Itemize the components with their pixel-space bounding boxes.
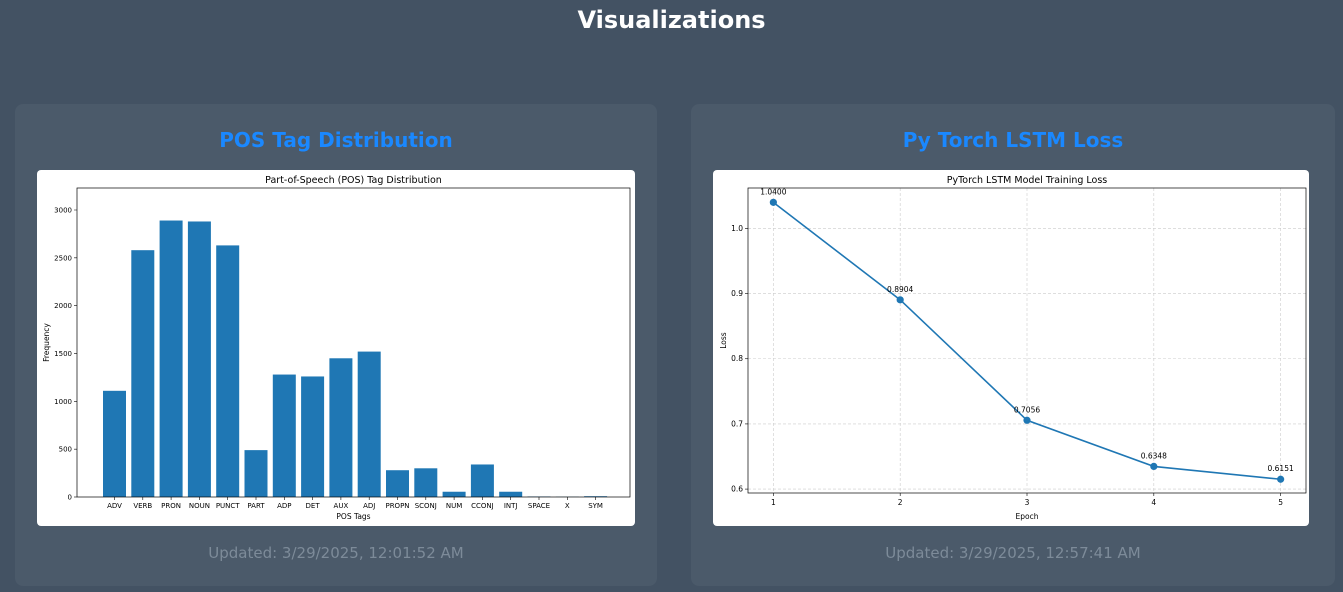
loss-x-tick-label: 5 — [1278, 498, 1283, 507]
pos-x-tick-label-part: PART — [247, 502, 265, 510]
pos-x-tick-label-x: X — [565, 502, 570, 510]
loss-y-tick-label: 1.0 — [731, 224, 743, 233]
loss-x-tick-label: 4 — [1151, 498, 1156, 507]
pos-x-tick-label-cconj: CCONJ — [471, 502, 494, 510]
loss-point-epoch-5 — [1277, 475, 1285, 483]
pos-bar-adj — [357, 351, 381, 497]
loss-data-label-epoch-3: 0.7056 — [1014, 405, 1040, 414]
pos-bar-adv — [103, 390, 126, 497]
pos-y-tick-label: 1000 — [54, 398, 72, 406]
pos-bar-punct — [216, 245, 240, 497]
pos-x-tick-label-pron: PRON — [161, 502, 181, 510]
pos-y-tick-label: 2000 — [54, 302, 72, 310]
loss-x-tick-label: 2 — [898, 498, 903, 507]
pos-bar-sconj — [414, 468, 438, 497]
pos-x-tick-label-intj: INTJ — [504, 502, 518, 510]
pos-x-tick-label-sconj: SCONJ — [415, 502, 437, 510]
loss-point-epoch-1 — [769, 198, 777, 206]
loss-point-epoch-3 — [1023, 416, 1031, 424]
pos-bar-aux — [329, 358, 353, 497]
loss-y-tick-label: 0.6 — [731, 485, 743, 494]
pos-x-tick-label-punct: PUNCT — [216, 502, 240, 510]
loss-data-label-epoch-5: 0.6151 — [1268, 464, 1294, 473]
pos-y-tick-label: 1500 — [54, 350, 72, 358]
pos-bar-propn — [386, 470, 409, 497]
loss-x-tick-label: 3 — [1025, 498, 1030, 507]
pos-bar-sym — [584, 496, 608, 497]
pos-x-tick-label-space: SPACE — [528, 502, 550, 510]
pos-bar-num — [442, 491, 466, 497]
pos-bar-part — [244, 450, 268, 497]
lstm-card-title: Py Torch LSTM Loss — [902, 128, 1124, 152]
pos-y-tick-label: 3000 — [54, 207, 72, 215]
loss-point-epoch-2 — [896, 296, 904, 304]
loss-x-axis-label: Epoch — [1016, 512, 1039, 521]
loss-y-axis-label: Loss — [719, 332, 728, 349]
pos-chart-container: Part-of-Speech (POS) Tag Distribution ADV… — [37, 170, 635, 526]
pos-bar-adp — [272, 374, 296, 497]
pos-bar-chart: Part-of-Speech (POS) Tag Distribution ADV… — [42, 175, 631, 521]
pos-y-axis-label: Frequency — [42, 323, 51, 362]
page-title: Visualizations — [577, 6, 766, 34]
pos-x-tick-label-sym: SYM — [588, 502, 603, 510]
loss-data-label-epoch-1: 1.0400 — [760, 187, 786, 196]
pos-x-tick-label-adp: ADP — [277, 502, 291, 510]
pos-y-tick-label: 2500 — [54, 254, 72, 262]
pos-bar-noun — [187, 221, 211, 497]
loss-y-tick-label: 0.9 — [731, 289, 743, 298]
loss-x-tick-label: 1 — [771, 498, 776, 507]
pos-bar-pron — [159, 220, 183, 498]
loss-y-tick-label: 0.7 — [731, 419, 743, 428]
loss-plot-frame — [747, 187, 1307, 494]
pos-x-axis-label: POS Tags — [336, 512, 370, 521]
pos-x-tick-label-num: NUM — [446, 502, 462, 510]
pos-chart-title: Part-of-Speech (POS) Tag Distribution — [265, 175, 442, 186]
lstm-chart-container: PyTorch LSTM Model Training Loss 1 2 3 4 5 0.6… — [713, 170, 1309, 526]
pos-y-tick-label: 0 — [68, 494, 72, 502]
lstm-loss-card: Py Torch LSTM Loss PyTorch LSTM Model Tr… — [691, 104, 1335, 586]
pos-updated-text: Updated: 3/29/2025, 12:01:52 AM — [208, 544, 464, 562]
pos-x-tick-label-propn: PROPN — [385, 502, 409, 510]
loss-data-label-epoch-2: 0.8904 — [887, 285, 913, 294]
pos-card-title: POS Tag Distribution — [219, 128, 453, 152]
pos-x-tick-label-aux: AUX — [334, 502, 349, 510]
pos-bar-verb — [131, 250, 155, 497]
pos-x-tick-label-adj: ADJ — [363, 502, 375, 510]
pos-x-tick-label-det: DET — [306, 502, 321, 510]
pos-x-tick-label-adv: ADV — [107, 502, 122, 510]
pos-bar-det — [301, 376, 325, 497]
loss-point-epoch-4 — [1150, 462, 1158, 471]
pos-distribution-card: POS Tag Distribution Part-of-Speech (POS… — [15, 104, 657, 586]
pos-x-tick-label-noun: NOUN — [189, 502, 210, 510]
lstm-loss-line-chart: PyTorch LSTM Model Training Loss 1 2 3 4 5 0.6… — [719, 175, 1307, 521]
lstm-updated-text: Updated: 3/29/2025, 12:57:41 AM — [885, 544, 1141, 562]
loss-data-label-epoch-4: 0.6348 — [1141, 451, 1167, 460]
pos-x-tick-label-verb: VERB — [133, 502, 152, 510]
loss-y-tick-label: 0.8 — [731, 354, 743, 363]
pos-bar-intj — [499, 491, 523, 497]
pos-y-tick-label: 500 — [59, 446, 72, 454]
pos-plot-frame — [76, 187, 631, 498]
loss-chart-title: PyTorch LSTM Model Training Loss — [947, 175, 1108, 186]
pos-bar-cconj — [470, 464, 494, 497]
